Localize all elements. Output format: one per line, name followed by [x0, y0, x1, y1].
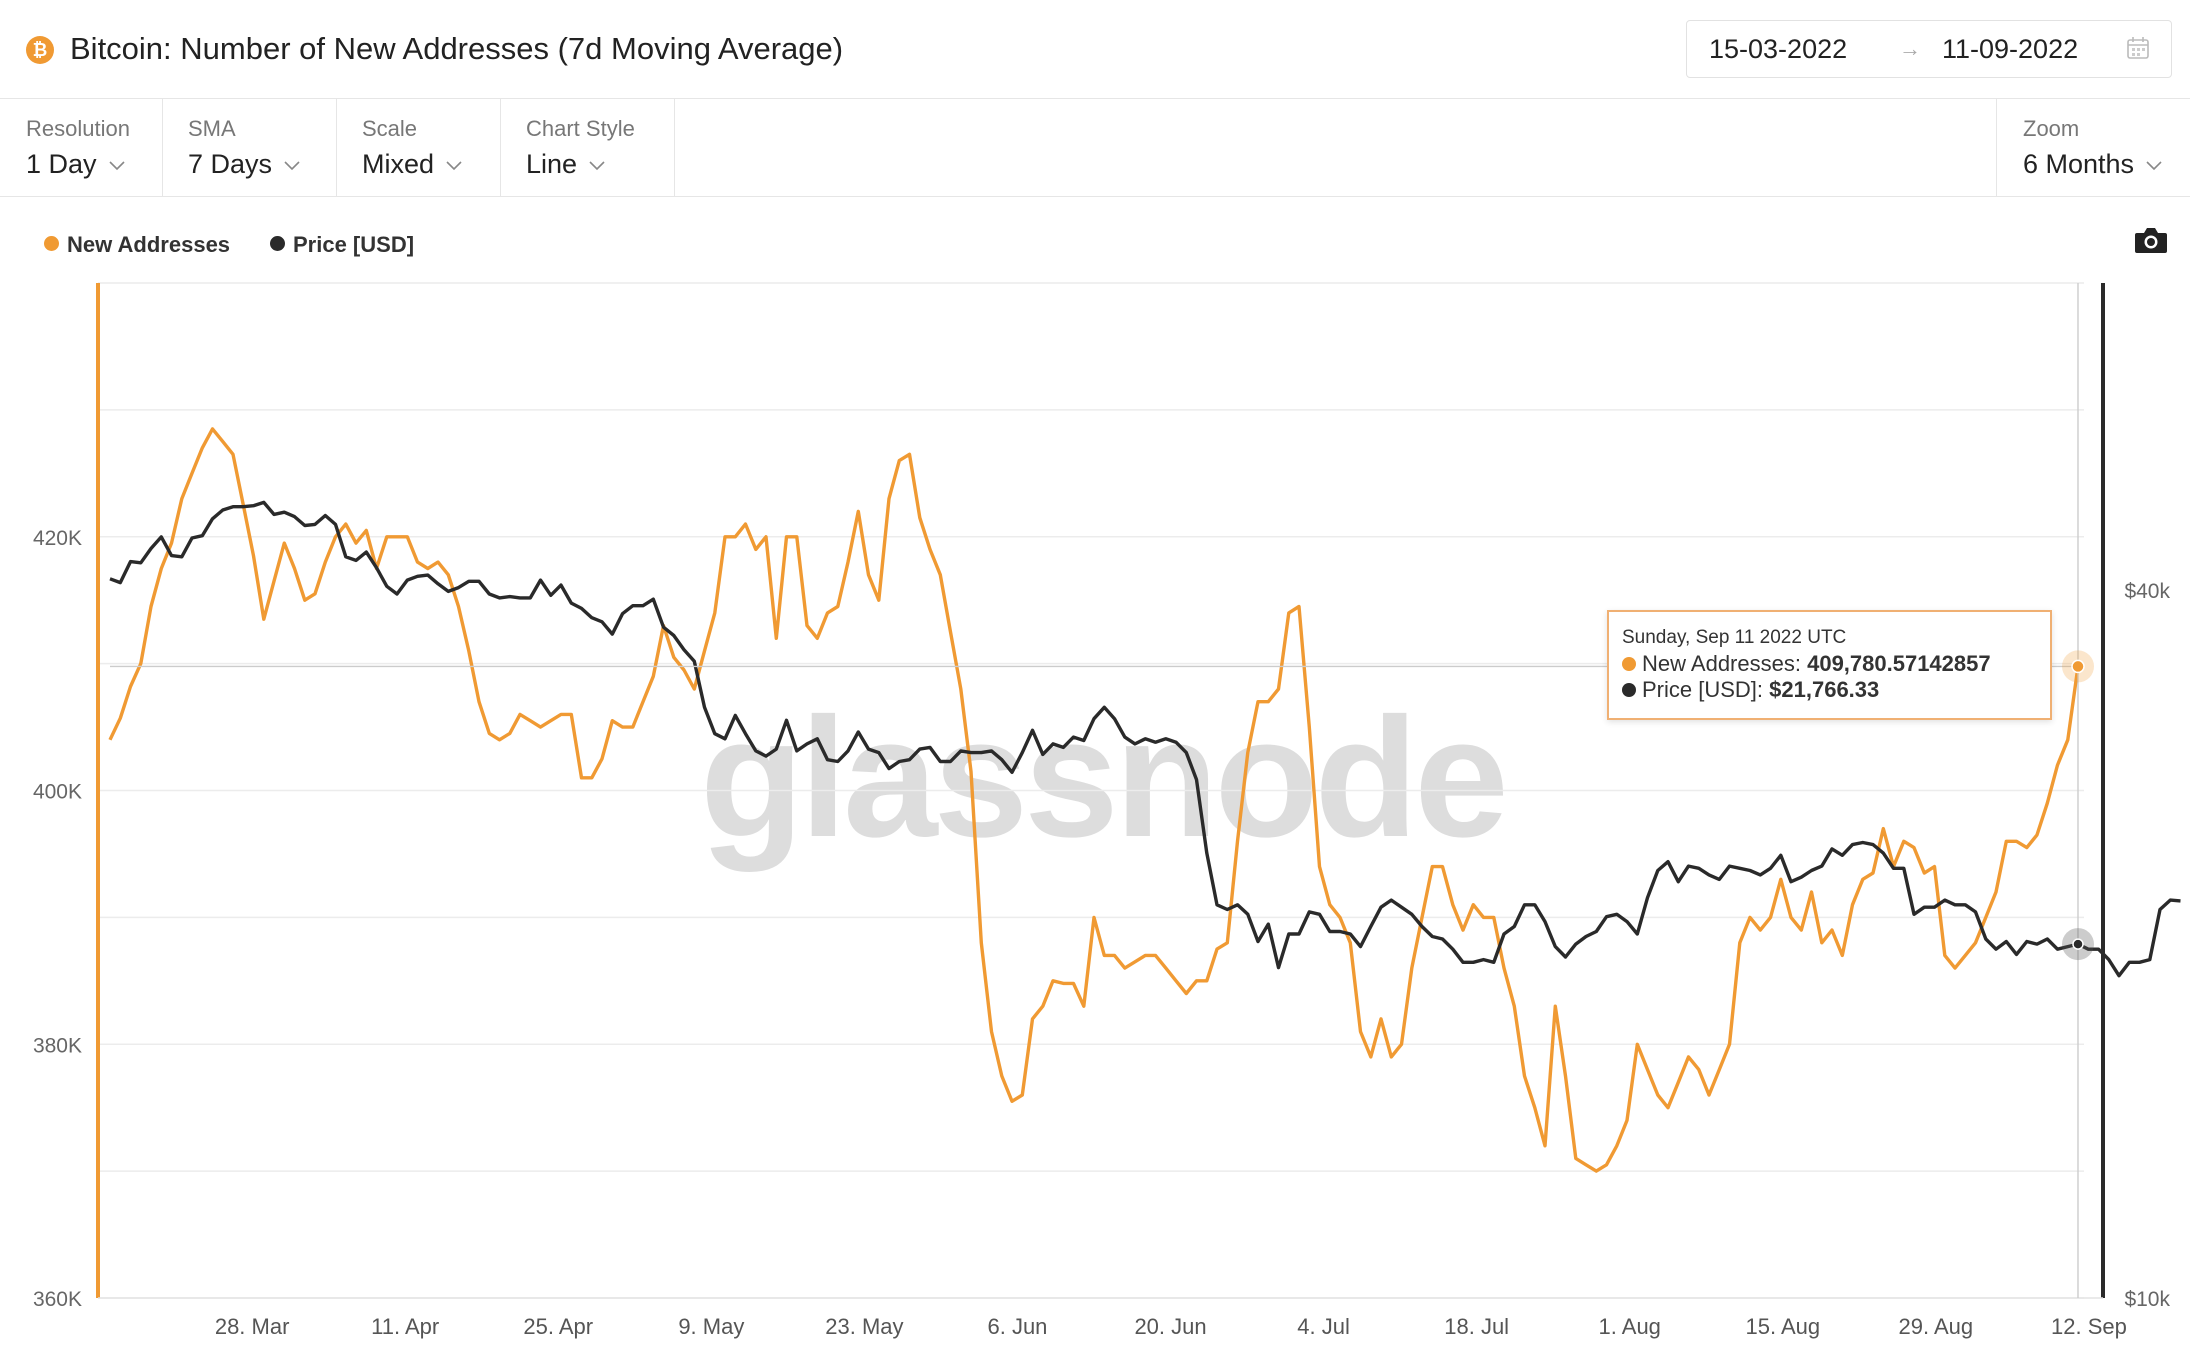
chart-style-value: Line	[526, 149, 578, 179]
legend-item-new-addresses[interactable]: New Addresses	[44, 228, 230, 262]
sma-select[interactable]: SMA 7 Days	[162, 98, 337, 196]
x-tick-label: 1. Aug	[1599, 1314, 1661, 1339]
scale-label: Scale	[362, 116, 418, 141]
date-start-input[interactable]: 15-03-2022	[1709, 34, 1848, 64]
chart-style-select[interactable]: Chart Style Line	[500, 98, 675, 196]
tooltip-dot-price	[1622, 682, 1636, 697]
tooltip-row-price: Price [USD]: $21,766.33	[1622, 676, 1879, 704]
series-line-new-addresses	[108, 427, 2080, 1173]
y-left-tick-label: 420K	[33, 527, 82, 550]
resolution-label: Resolution	[26, 116, 130, 141]
sma-value: 7 Days	[188, 149, 273, 179]
chart-style-label: Chart Style	[526, 116, 635, 141]
chart-toolbar: Resolution 1 Day SMA 7 Days Scale Mixed …	[0, 98, 2190, 197]
x-tick-label: 29. Aug	[1899, 1314, 1974, 1339]
x-tick-label: 15. Aug	[1745, 1314, 1820, 1339]
resolution-value: 1 Day	[26, 149, 97, 179]
header-bar: ₿ Bitcoin: Number of New Addresses (7d M…	[0, 0, 2190, 99]
chart-area: 360K 380K 400K 420K $10k $40k 28. Mar 11. Apr…	[33, 282, 2181, 1339]
tooltip-label-new-addresses: New Addresses:	[1642, 651, 1801, 676]
legend-dot-new-addresses	[44, 236, 59, 251]
chevron-down-icon	[446, 161, 462, 171]
camera-icon[interactable]	[2134, 226, 2168, 254]
scale-select[interactable]: Scale Mixed	[336, 98, 501, 196]
x-tick-label: 28. Mar	[215, 1314, 290, 1339]
tooltip-date: Sunday, Sep 11 2022 UTC	[1622, 627, 1847, 648]
x-tick-label: 20. Jun	[1134, 1314, 1206, 1339]
bitcoin-icon: ₿	[26, 36, 54, 64]
resolution-select[interactable]: Resolution 1 Day	[0, 98, 163, 196]
hover-tooltip: Sunday, Sep 11 2022 UTC New Addresses: 4…	[1607, 610, 2052, 720]
chevron-down-icon	[284, 161, 300, 171]
legend-item-price[interactable]: Price [USD]	[270, 228, 414, 262]
grid-lines	[98, 282, 2084, 1299]
x-tick-label: 4. Jul	[1297, 1314, 1350, 1339]
x-tick-label: 23. May	[825, 1314, 903, 1339]
legend-label-new-addresses: New Addresses	[67, 232, 231, 257]
legend-dot-price	[270, 236, 285, 251]
x-axis-ticks: 28. Mar 11. Apr 25. Apr 9. May 23. May 6. Jun…	[215, 1314, 2127, 1339]
chevron-down-icon	[108, 161, 125, 171]
tooltip-value-new-addresses: 409,780.57142857	[1807, 651, 1991, 676]
x-tick-label: 18. Jul	[1444, 1314, 1509, 1339]
y-left-tick-label: 380K	[33, 1034, 82, 1057]
calendar-icon[interactable]	[2127, 36, 2149, 60]
tooltip-label-price: Price [USD]:	[1642, 677, 1764, 702]
series-line-price	[109, 500, 2181, 978]
chevron-down-icon	[589, 161, 605, 171]
zoom-value: 6 Months	[2023, 149, 2135, 179]
legend-label-price: Price [USD]	[293, 232, 415, 257]
y-right-tick-label: $10k	[2124, 1288, 2170, 1311]
sma-label: SMA	[188, 116, 236, 141]
chart-series	[108, 427, 2181, 1173]
zoom-select[interactable]: Zoom 6 Months	[1996, 98, 2190, 196]
zoom-label: Zoom	[2023, 116, 2080, 141]
x-tick-label: 6. Jun	[987, 1314, 1047, 1339]
right-axis-ticks: $10k $40k	[2124, 580, 2170, 1311]
arrow-right-icon: →	[1899, 36, 1921, 61]
chart-axes	[96, 283, 2105, 1299]
x-tick-label: 25. Apr	[523, 1314, 593, 1339]
x-tick-label: 11. Apr	[371, 1314, 439, 1339]
highlight-point-price	[2072, 938, 2084, 950]
scale-value: Mixed	[362, 149, 435, 179]
chevron-down-icon	[2146, 161, 2162, 171]
x-tick-label: 12. Sep	[2051, 1314, 2127, 1339]
watermark-logo: glassnode	[700, 683, 1509, 873]
y-right-tick-label: $40k	[2124, 580, 2170, 603]
y-left-tick-label: 360K	[33, 1288, 82, 1311]
tooltip-dot-new-addresses	[1622, 656, 1636, 671]
date-end-input[interactable]: 11-09-2022	[1942, 34, 2079, 64]
page-title: Bitcoin: Number of New Addresses (7d Mov…	[70, 31, 844, 66]
tooltip-value-price: $21,766.33	[1769, 677, 1880, 702]
highlight-point-new-addresses	[2071, 659, 2085, 674]
y-left-tick-label: 400K	[33, 781, 82, 804]
tooltip-row-new-addresses: New Addresses: 409,780.57142857	[1622, 650, 1991, 678]
date-range-picker[interactable]: 15-03-2022 → 11-09-2022	[1686, 20, 2172, 78]
left-axis-ticks: 360K 380K 400K 420K	[33, 527, 82, 1311]
x-tick-label: 9. May	[678, 1314, 744, 1339]
